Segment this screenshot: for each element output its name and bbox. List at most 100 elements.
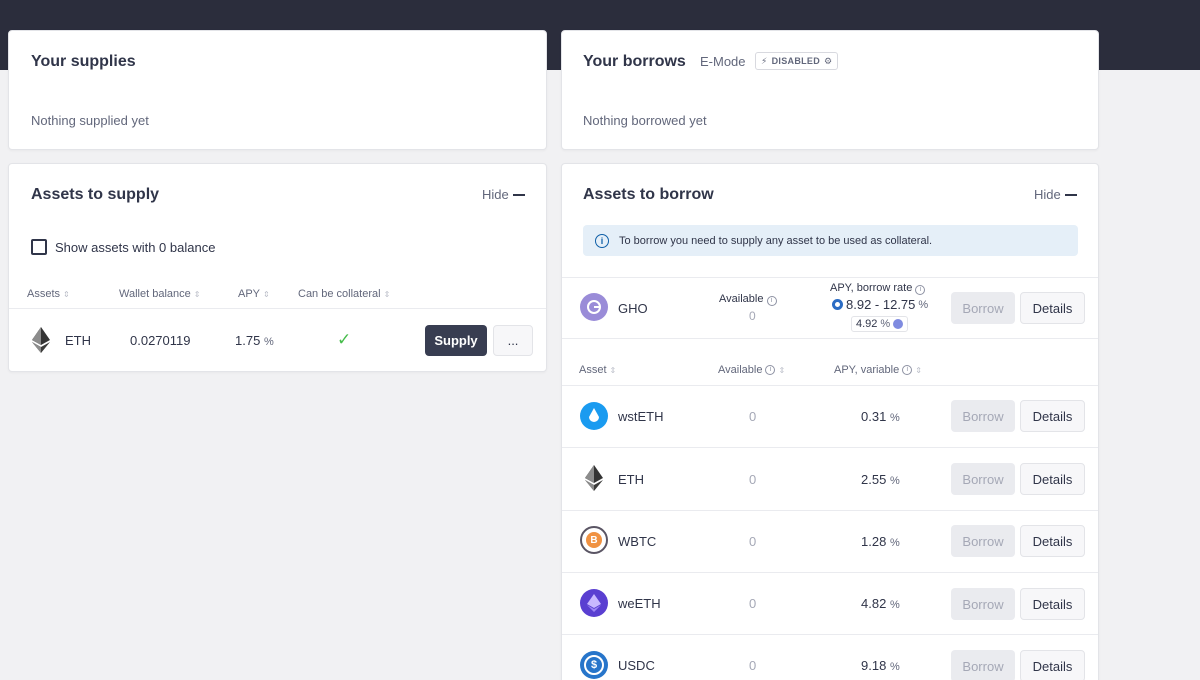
borrow-row-available: 0 [749,596,757,611]
hide-label: Hide [482,187,509,202]
gho-available-label: Available i [719,293,777,306]
your-borrows-title: Your borrows [583,53,686,70]
col-asset-label: Asset [579,364,607,376]
col-wallet-balance[interactable]: Wallet balance ⇕ [119,288,200,300]
assets-to-supply-card: Assets to supply Hide Show assets with 0… [8,163,547,372]
supply-button[interactable]: Supply [425,325,487,356]
borrow-row-apy: 0.31 % [861,409,900,424]
apy-value: 1.28 [861,534,887,549]
show-zero-balance-label: Show assets with 0 balance [55,240,216,255]
divider [562,572,1098,573]
borrow-button[interactable]: Borrow [951,525,1015,557]
dollar-glyph: $ [584,655,604,675]
col-available-label: Available [718,364,763,376]
divider [562,338,1098,339]
sort-icon: ⇕ [915,365,922,375]
details-button[interactable]: Details [1020,650,1085,680]
bitcoin-glyph: B [586,532,602,548]
apy-unit: % [889,475,900,487]
info-icon: i [595,233,609,248]
sort-icon: ⇕ [383,289,391,299]
more-options-button[interactable]: ... [493,325,533,356]
borrows-empty-text: Nothing borrowed yet [583,113,707,128]
borrow-button[interactable]: Borrow [951,650,1015,680]
details-button[interactable]: Details [1020,463,1085,495]
borrow-row-symbol: wstETH [618,409,664,424]
gho-rate-range-value: 8.92 - 12.75 [846,297,916,312]
col-can-be-collateral[interactable]: Can be collateral ⇕ [298,288,390,300]
col-apy-variable[interactable]: APY, variable i ⇕ [834,364,922,376]
gho-rate-range: 8.92 - 12.75 % [832,297,928,312]
borrow-hide-button[interactable]: Hide [1034,187,1077,202]
gho-rate-text: APY, borrow rate [830,282,913,294]
apy-unit: % [889,599,900,611]
supply-wallet-balance: 0.0270119 [130,333,191,348]
emode-label: E-Mode [700,54,746,69]
emode-status: DISABLED [771,56,821,66]
emode-badge[interactable]: ⚡ DISABLED ⚙ [755,52,839,70]
assets-to-supply-title: Assets to supply [31,186,160,203]
borrow-button[interactable]: Borrow [951,463,1015,495]
weeth-icon [580,589,608,617]
gho-rate-label: APY, borrow rate i [830,282,926,295]
divider [562,510,1098,511]
divider [562,385,1098,386]
wbtc-icon: B [580,526,608,554]
borrow-button[interactable]: Borrow [951,588,1015,620]
gho-available-text: Available [719,293,764,305]
sort-icon: ⇕ [193,289,201,299]
divider [562,277,1098,278]
col-asset[interactable]: Asset ⇕ [579,364,616,376]
col-available[interactable]: Available i ⇕ [718,364,785,376]
gho-details-button[interactable]: Details [1020,292,1085,324]
apy-unit: % [889,537,900,549]
borrow-row-available: 0 [749,409,757,424]
collateral-check-icon: ✓ [337,330,352,349]
your-borrows-card: Your borrows E-Mode ⚡ DISABLED ⚙ Nothing… [561,30,1099,150]
borrow-row-apy: 1.28 % [861,534,900,549]
lightning-icon: ⚡ [761,55,768,66]
minus-icon [1064,193,1077,196]
supply-apy-value: 1.75 [235,333,261,348]
info-icon: i [915,285,926,295]
col-apy[interactable]: APY ⇕ [238,288,270,300]
your-supplies-card: Your supplies Nothing supplied yet [8,30,547,150]
apy-unit: % [889,661,900,673]
borrow-button[interactable]: Borrow [951,400,1015,432]
info-icon: i [902,365,913,375]
info-icon: i [766,296,777,306]
borrow-row-apy: 2.55 % [861,472,900,487]
gho-discount-badge[interactable]: 4.92 % [851,316,909,332]
info-icon: i [765,365,776,375]
details-button[interactable]: Details [1020,588,1085,620]
divider [562,447,1098,448]
supply-hide-button[interactable]: Hide [482,187,525,202]
gho-borrow-button[interactable]: Borrow [951,292,1015,324]
sort-icon: ⇕ [63,289,70,299]
col-apy-variable-label: APY, variable [834,364,900,376]
sort-icon: ⇕ [263,289,270,299]
details-button[interactable]: Details [1020,525,1085,557]
sort-icon: ⇕ [609,365,617,375]
borrow-row-available: 0 [749,658,757,673]
borrow-row-symbol: WBTC [618,534,657,549]
assets-to-borrow-card: Assets to borrow Hide i To borrow you ne… [561,163,1099,680]
borrow-row-available: 0 [749,534,757,549]
hide-label: Hide [1034,187,1061,202]
wsteth-icon [580,402,608,430]
borrow-row-symbol: USDC [618,658,655,673]
divider [562,634,1098,635]
gho-discount-value: 4.92 [856,318,878,330]
divider [9,308,546,309]
borrow-row-symbol: ETH [618,472,644,487]
gho-symbol: GHO [618,301,648,316]
details-button[interactable]: Details [1020,400,1085,432]
gho-icon [580,293,608,321]
show-zero-balance-checkbox[interactable] [31,239,47,255]
apy-value: 0.31 [861,409,887,424]
col-apy-label: APY [238,288,261,300]
borrow-row-apy: 9.18 % [861,658,900,673]
your-supplies-title: Your supplies [31,53,136,70]
col-assets[interactable]: Assets ⇕ [27,288,70,300]
rate-range-icon [832,299,843,310]
